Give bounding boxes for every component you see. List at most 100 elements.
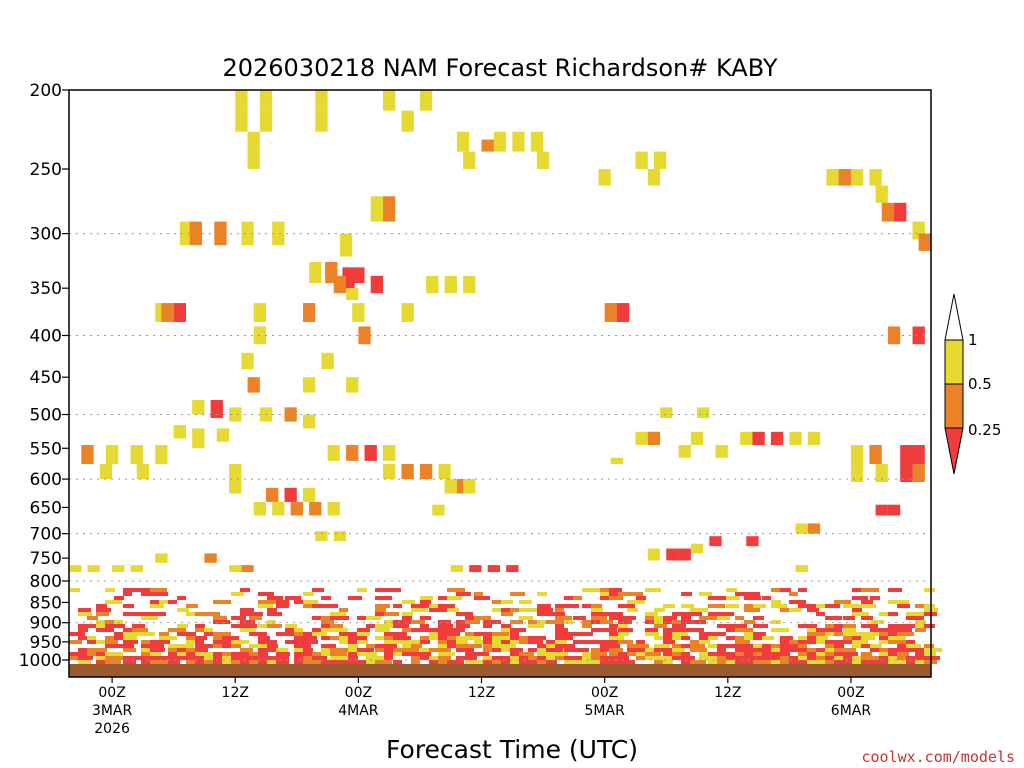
heatmap-cell	[229, 407, 242, 422]
boundary-layer-cell	[888, 624, 903, 628]
boundary-layer-cell	[96, 652, 110, 656]
heatmap-cell	[309, 501, 322, 516]
heatmap-cell	[807, 523, 821, 534]
x-tick-label: 12Z	[714, 685, 741, 701]
boundary-layer-cell	[717, 652, 733, 656]
x-tick-label: 2026	[94, 721, 130, 737]
heatmap-cell	[487, 565, 500, 573]
heatmap-cell	[869, 169, 882, 186]
boundary-layer-cell	[600, 644, 614, 648]
boundary-layer-cell	[717, 632, 726, 636]
boundary-layer-cell	[591, 608, 603, 612]
boundary-layer-cell	[780, 660, 793, 664]
boundary-layer-cell	[600, 628, 617, 632]
boundary-layer-cell	[375, 596, 392, 600]
boundary-layer-cell	[258, 632, 267, 636]
boundary-layer-cell	[330, 612, 346, 616]
boundary-layer-cell	[78, 624, 92, 628]
boundary-layer-cell	[663, 620, 678, 624]
heatmap-cell	[339, 233, 353, 257]
boundary-layer-cell	[330, 636, 344, 640]
heatmap-cell	[850, 464, 864, 483]
boundary-layer-cell	[546, 612, 557, 616]
boundary-layer-cell	[807, 624, 817, 628]
boundary-layer-cell	[456, 636, 467, 640]
boundary-layer-cell	[78, 652, 91, 656]
boundary-layer-cell	[771, 628, 789, 632]
boundary-layer-cell	[141, 644, 155, 648]
boundary-layer-cell	[843, 604, 854, 608]
boundary-layer-cell	[618, 660, 635, 664]
boundary-layer-cell	[870, 596, 880, 600]
boundary-layer-cell	[402, 612, 413, 616]
boundary-layer-cell	[870, 628, 881, 632]
heatmap-cell	[635, 431, 648, 446]
boundary-layer-cell	[924, 604, 935, 608]
boundary-layer-cell	[492, 656, 507, 660]
boundary-layer-cell	[573, 656, 590, 660]
boundary-layer-cell	[519, 652, 534, 656]
heatmap-cell	[161, 303, 174, 322]
boundary-layer-cell	[555, 640, 567, 644]
boundary-layer-cell	[447, 640, 461, 644]
boundary-layer-cell	[699, 656, 716, 660]
heatmap-cell	[383, 445, 396, 461]
boundary-layer-cell	[501, 640, 517, 644]
boundary-layer-cell	[798, 644, 807, 648]
boundary-layer-cell	[375, 648, 384, 652]
boundary-layer-cell	[348, 656, 358, 660]
boundary-layer-cell	[591, 628, 600, 632]
y-tick-label-950: 950	[30, 633, 62, 653]
boundary-layer-cell	[213, 620, 230, 624]
boundary-layer-cell	[600, 588, 612, 592]
boundary-layer-cell	[141, 592, 158, 596]
heatmap-cell	[912, 445, 925, 465]
boundary-layer-cell	[240, 624, 257, 628]
boundary-layer-cell	[555, 612, 565, 616]
boundary-layer-cell	[618, 592, 629, 596]
boundary-layer-cell	[87, 636, 96, 640]
heatmap-cell	[401, 464, 414, 480]
boundary-layer-cell	[537, 660, 549, 664]
heatmap-cell	[87, 565, 100, 573]
heatmap-cell	[173, 424, 186, 439]
boundary-layer-cell	[924, 648, 942, 652]
heatmap-cell	[327, 445, 340, 461]
boundary-layer-cell	[429, 608, 440, 612]
boundary-layer-cell	[618, 620, 632, 624]
boundary-layer-cell	[240, 628, 256, 632]
boundary-layer-cell	[294, 600, 307, 604]
boundary-layer-cell	[321, 648, 331, 652]
heatmap-cell	[795, 565, 808, 573]
boundary-layer-cell	[366, 652, 377, 656]
boundary-layer-cell	[105, 640, 118, 644]
boundary-layer-cell	[267, 656, 282, 660]
boundary-layer-cell	[123, 588, 132, 592]
boundary-layer-cell	[114, 632, 129, 636]
heatmap-cell	[444, 479, 457, 494]
boundary-layer-cell	[663, 660, 673, 664]
boundary-layer-cell	[195, 624, 205, 628]
boundary-layer-cell	[753, 604, 766, 608]
boundary-layer-cell	[258, 644, 275, 648]
boundary-layer-cell	[465, 652, 482, 656]
boundary-layer-cell	[564, 596, 574, 600]
boundary-layer-cell	[780, 648, 798, 652]
boundary-layer-cell	[852, 640, 868, 644]
boundary-layer-cell	[879, 632, 892, 636]
boundary-layer-cell	[402, 628, 416, 632]
heatmap-cell	[900, 464, 913, 483]
boundary-layer-cell	[690, 648, 707, 652]
heatmap-cell	[346, 377, 359, 393]
boundary-layer-cell	[753, 652, 768, 656]
boundary-layer-cell	[78, 660, 91, 664]
boundary-layer-cell	[672, 624, 686, 628]
heatmap-cell	[838, 169, 851, 186]
boundary-layer-cell	[681, 592, 692, 596]
boundary-layer-cell	[555, 632, 569, 636]
boundary-layer-cell	[330, 652, 347, 656]
x-tick-label: 00Z	[591, 685, 618, 701]
boundary-layer-cell	[420, 616, 431, 620]
boundary-layer-cell	[771, 600, 781, 604]
boundary-layer-cell	[213, 660, 226, 664]
